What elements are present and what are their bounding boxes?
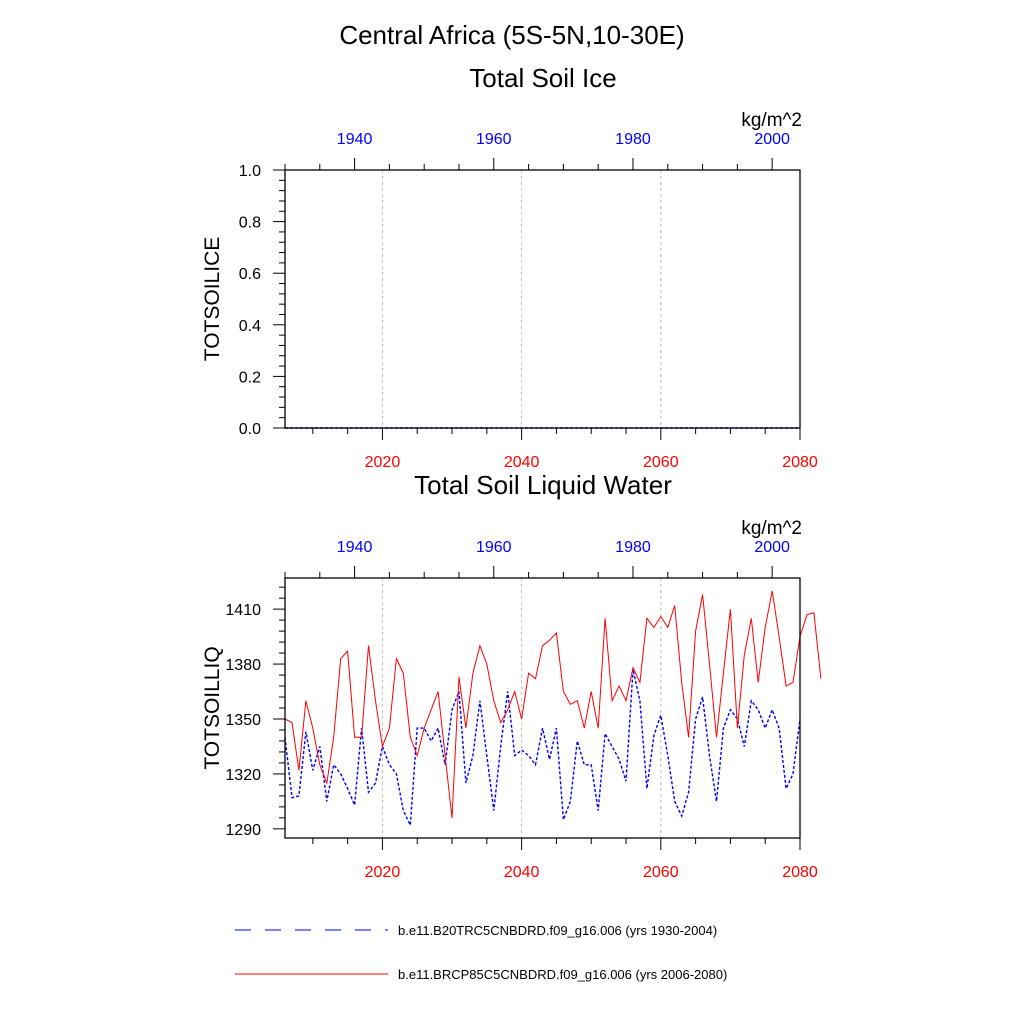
units-label: kg/m^2 [741, 518, 802, 539]
y-tick-label: 1320 [225, 767, 261, 784]
legend-label: b.e11.BRCP85C5CNBDRD.f09_g16.006 (yrs 20… [398, 967, 727, 982]
series-line-future [284, 590, 822, 818]
x-bottom-tick-label: 2080 [782, 454, 818, 471]
y-tick-label: 0.2 [239, 369, 261, 386]
x-bottom-tick-label: 2040 [504, 864, 540, 881]
x-bottom-tick-label: 2020 [365, 864, 401, 881]
x-top-tick-label: 2000 [754, 539, 790, 556]
x-top-tick-label: 1940 [337, 539, 373, 556]
units-label: kg/m^2 [741, 110, 802, 131]
y-tick-label: 0.4 [239, 318, 261, 335]
y-tick-label: 0.0 [239, 421, 261, 438]
legend-label: b.e11.B20TRC5CNBDRD.f09_g16.006 (yrs 193… [398, 923, 717, 938]
y-tick-label: 1.0 [239, 163, 261, 180]
x-top-tick-label: 2000 [754, 131, 790, 148]
panel-total-soil-ice: Total Soil Ice kg/m^2 TOTSOILICE 2020 2040 20… [201, 63, 818, 471]
series-line-historical [284, 669, 801, 828]
x-bottom-tick-label: 2020 [365, 454, 401, 471]
x-bottom-tick-label: 2060 [643, 454, 679, 471]
y-tick-label: 1350 [225, 712, 261, 729]
legend: b.e11.B20TRC5CNBDRD.f09_g16.006 (yrs 193… [235, 923, 727, 982]
y-axis-label: TOTSOILICE [201, 237, 224, 361]
x-top-tick-label: 1960 [476, 539, 512, 556]
plot-frame [284, 577, 801, 839]
x-top-tick-label: 1980 [615, 539, 651, 556]
x-bottom-tick-label: 2040 [504, 454, 540, 471]
panel-total-soil-liquid-water: Total Soil Liquid Water kg/m^2 TOTSOILLIQ 2… [201, 470, 822, 881]
x-bottom-tick-label: 2080 [782, 864, 818, 881]
y-axis-label: TOTSOILLIQ [201, 646, 224, 769]
y-tick-label: 1410 [225, 602, 261, 619]
panel-title: Total Soil Liquid Water [414, 470, 672, 500]
x-top-tick-label: 1960 [476, 131, 512, 148]
y-tick-label: 1380 [225, 657, 261, 674]
x-top-tick-label: 1980 [615, 131, 651, 148]
y-tick-label: 1290 [225, 822, 261, 839]
x-bottom-tick-label: 2060 [643, 864, 679, 881]
panel-title: Total Soil Ice [469, 63, 616, 93]
y-tick-label: 0.6 [239, 266, 261, 283]
x-top-tick-label: 1940 [337, 131, 373, 148]
y-tick-label: 0.8 [239, 215, 261, 232]
main-title: Central Africa (5S-5N,10-30E) [339, 20, 684, 50]
plot-frame [284, 169, 801, 429]
